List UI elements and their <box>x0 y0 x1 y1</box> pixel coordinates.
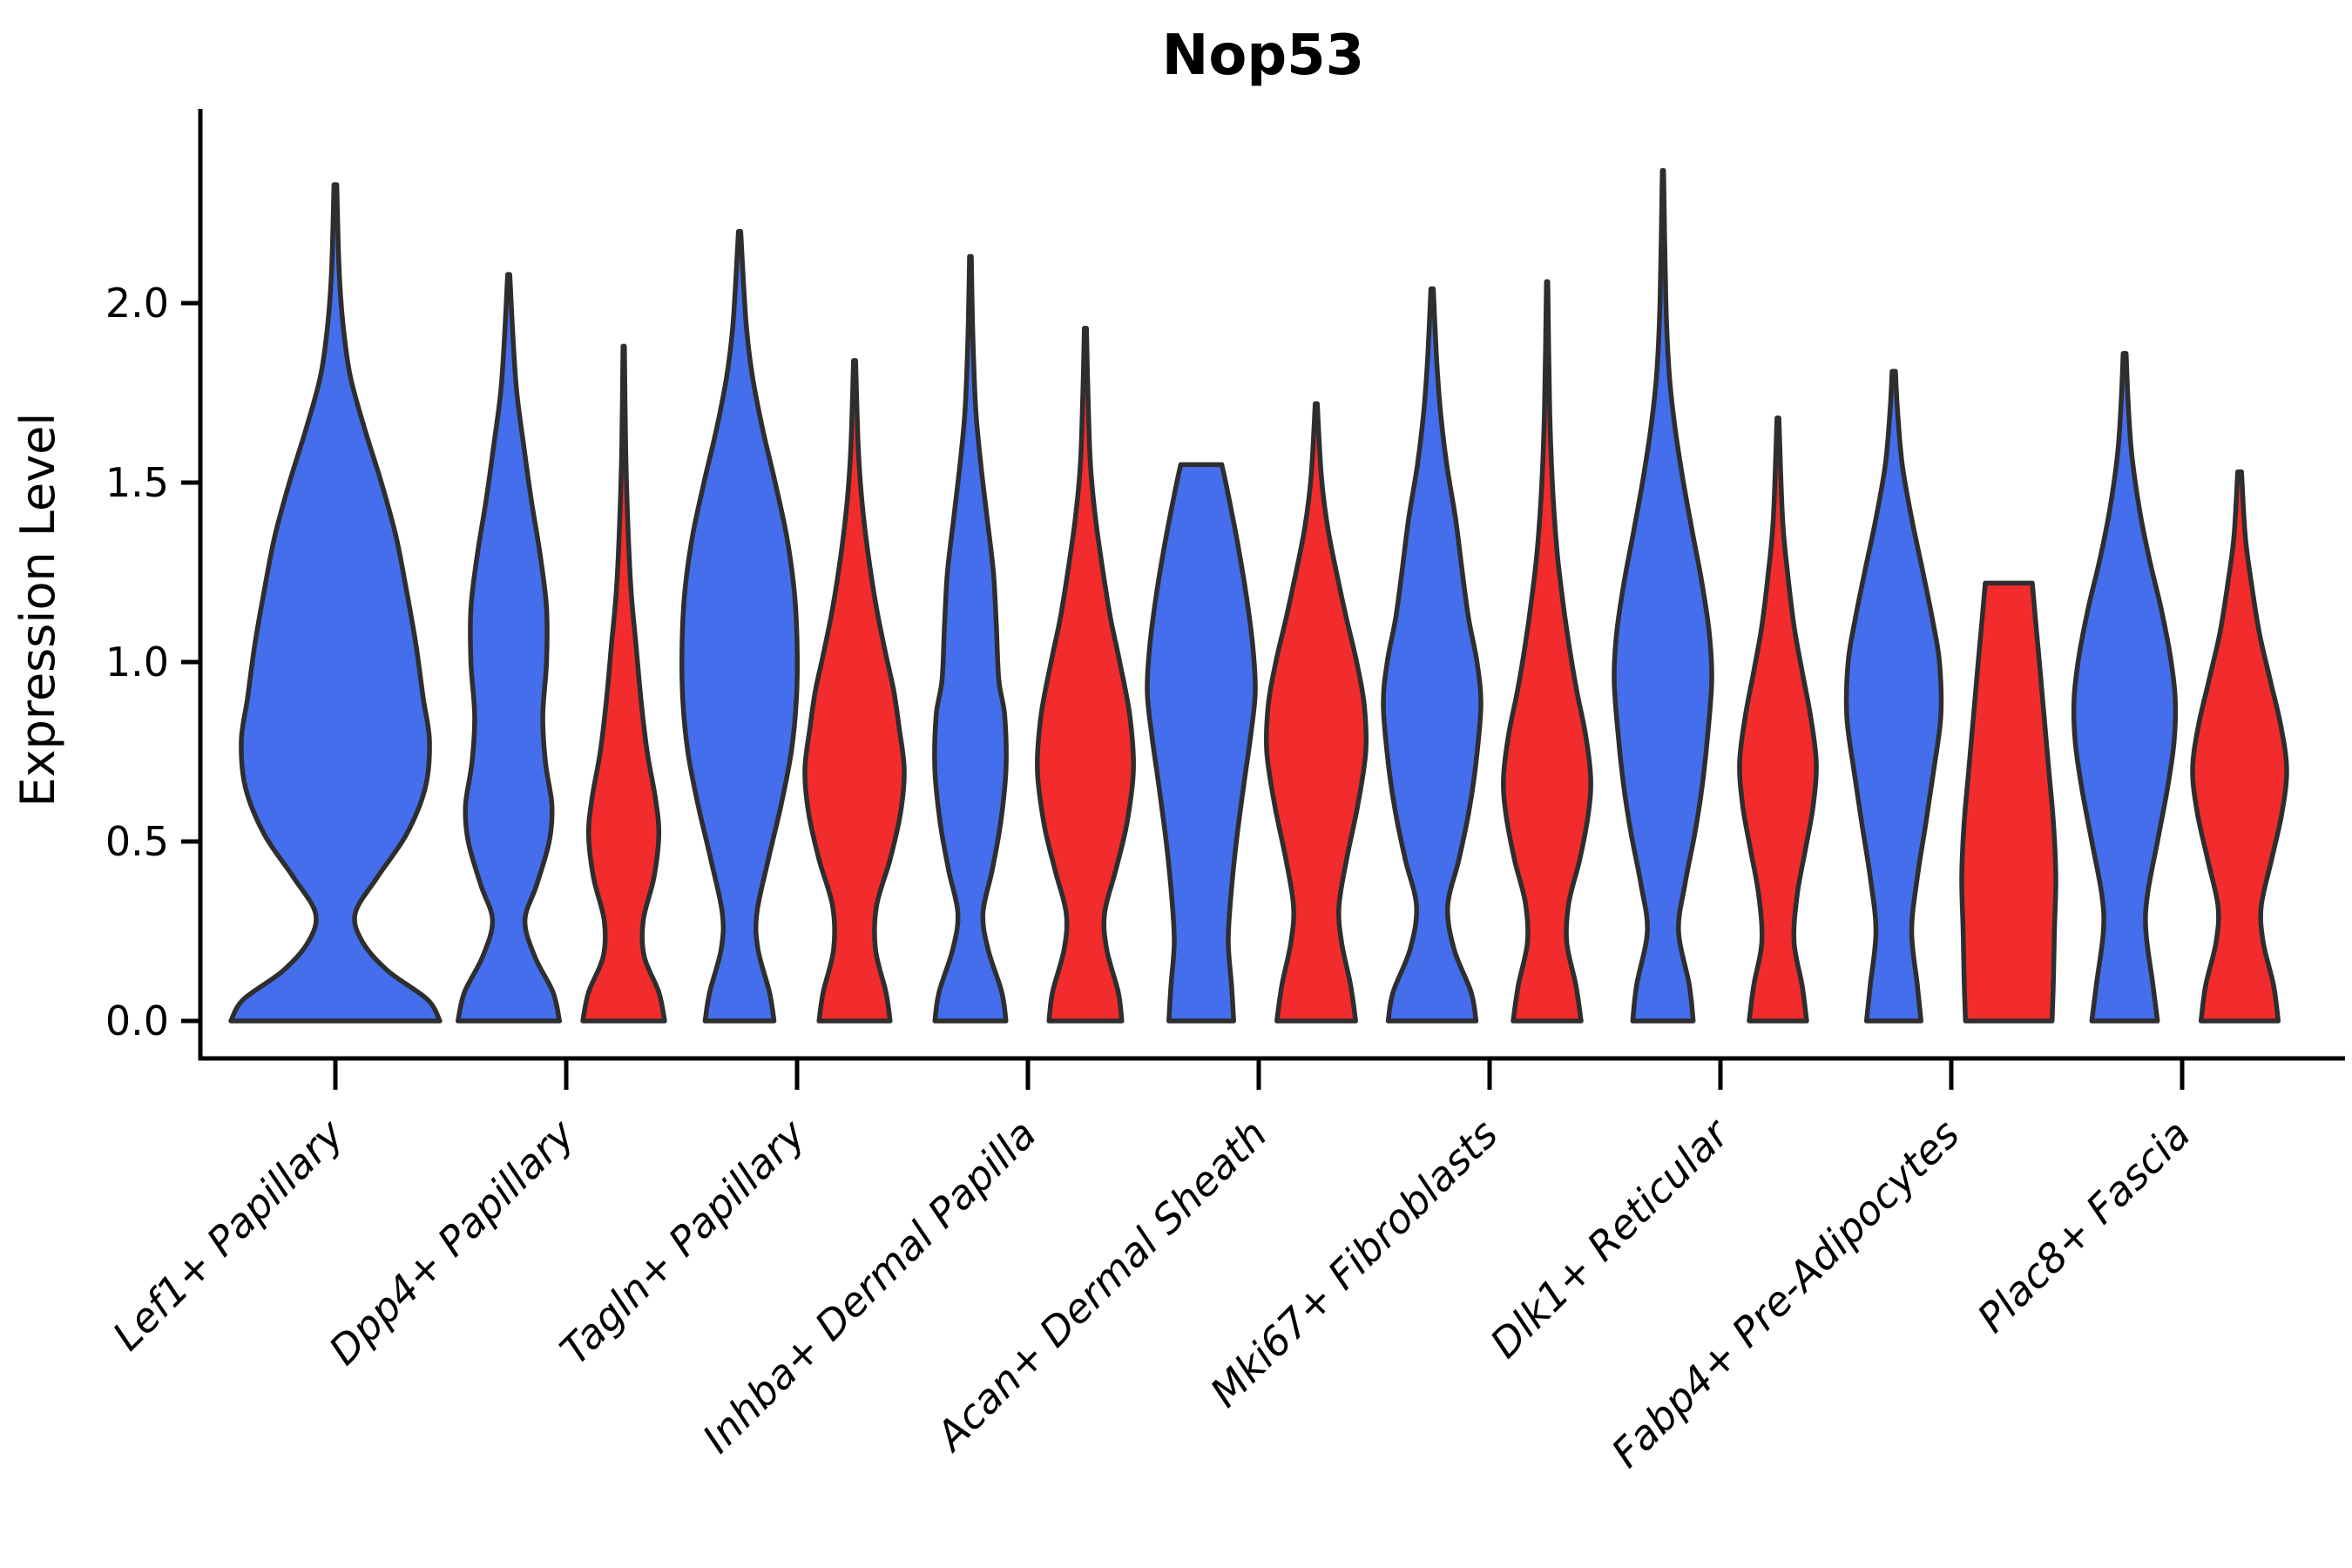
y-tick-label: 0.0 <box>105 997 169 1044</box>
violins-group <box>228 167 2289 1024</box>
violin-blue-dlk1 <box>1612 167 1714 1024</box>
violin-red-acan <box>1263 401 1369 1024</box>
violin-blue-fabp4 <box>1843 368 1944 1024</box>
violin-blue-plac8 <box>2071 350 2179 1024</box>
y-tick-group: 0.0 0.5 1.0 1.5 2.0 <box>105 280 200 1044</box>
axes-group <box>198 109 2345 1061</box>
violin-blue-inhba <box>932 253 1009 1024</box>
y-tick-label: 2.0 <box>105 280 169 327</box>
violin-blue-lef1 <box>228 182 443 1024</box>
violin-red-inhba <box>1035 326 1136 1024</box>
y-axis-label: Expression Level <box>10 413 65 808</box>
violin-red-fabp4 <box>1959 580 2058 1024</box>
x-tick-label: Tagln+ Papillary <box>551 1110 814 1374</box>
y-tick-label: 0.5 <box>105 818 169 865</box>
violin-blue-dpp4 <box>455 272 563 1024</box>
chart-title: Nop53 <box>1162 24 1364 88</box>
violin-red-mki67 <box>1501 279 1593 1024</box>
violin-red-dpp4 <box>580 343 667 1024</box>
violin-blue-acan <box>1145 462 1258 1024</box>
y-tick-label: 1.0 <box>105 639 169 686</box>
x-tick-label: Plac8+ Fascia <box>1968 1111 2199 1342</box>
violin-blue-mki67 <box>1381 286 1484 1024</box>
violin-red-plac8 <box>2190 469 2289 1024</box>
x-tick-label: Lef1+ Papillary <box>104 1110 353 1359</box>
violin-blue-tagln <box>679 228 800 1024</box>
y-tick-label: 1.5 <box>105 459 169 506</box>
violin-red-dlk1 <box>1737 416 1819 1024</box>
x-tick-label: Dlk1+ Reticular <box>1481 1108 1740 1367</box>
violin-red-tagln <box>802 358 907 1024</box>
x-tick-label: Dpp4+ Papillary <box>320 1110 584 1374</box>
